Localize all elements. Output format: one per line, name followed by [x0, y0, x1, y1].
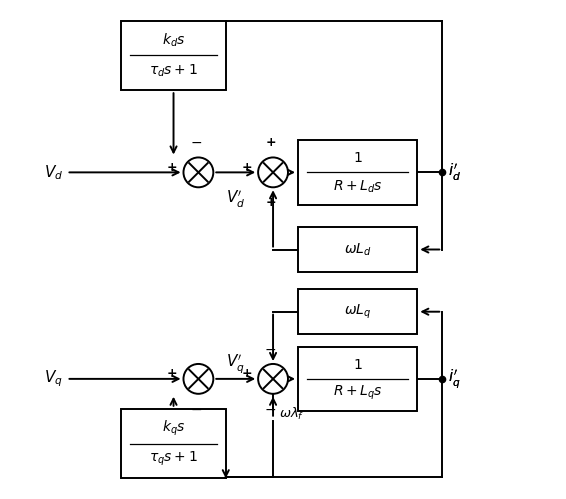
Text: $i_{q}^{\prime}$: $i_{q}^{\prime}$ — [448, 367, 461, 390]
Text: $\omega\lambda_{f}$: $\omega\lambda_{f}$ — [279, 406, 305, 422]
Circle shape — [258, 158, 288, 187]
FancyBboxPatch shape — [298, 346, 417, 411]
Text: $V_{q}^{\prime}$: $V_{q}^{\prime}$ — [226, 352, 245, 375]
Text: $i_{d}^{\prime}$: $i_{d}^{\prime}$ — [448, 162, 461, 183]
Text: $-$: $-$ — [190, 402, 202, 416]
Text: $\omega L_{q}$: $\omega L_{q}$ — [344, 302, 371, 321]
Text: $i_{q}^{\prime}$: $i_{q}^{\prime}$ — [448, 367, 461, 390]
Text: $i_{d}^{\prime}$: $i_{d}^{\prime}$ — [448, 162, 461, 183]
Text: $1$: $1$ — [353, 358, 362, 372]
Text: +: + — [167, 161, 178, 174]
Text: +: + — [167, 367, 178, 380]
FancyBboxPatch shape — [121, 20, 226, 90]
Text: $R+L_{q}s$: $R+L_{q}s$ — [333, 384, 383, 402]
Text: $V_{d}^{\prime}$: $V_{d}^{\prime}$ — [226, 189, 245, 210]
FancyBboxPatch shape — [298, 227, 417, 272]
Text: $1$: $1$ — [353, 151, 362, 165]
Text: $-$: $-$ — [264, 402, 277, 416]
Text: $V_{d}$: $V_{d}$ — [44, 163, 63, 182]
Text: +: + — [265, 196, 276, 209]
Text: $-$: $-$ — [264, 341, 277, 355]
Text: $\omega L_{d}$: $\omega L_{d}$ — [344, 242, 371, 257]
Circle shape — [183, 158, 213, 187]
Text: $\tau_{d}s+1$: $\tau_{d}s+1$ — [149, 62, 198, 79]
Circle shape — [183, 364, 213, 394]
Text: $\tau_{q}s+1$: $\tau_{q}s+1$ — [149, 450, 198, 468]
Text: $R+L_{d}s$: $R+L_{d}s$ — [333, 179, 383, 195]
Text: $-$: $-$ — [190, 135, 202, 149]
FancyBboxPatch shape — [298, 289, 417, 334]
Text: $V_{q}$: $V_{q}$ — [44, 369, 63, 389]
Circle shape — [258, 364, 288, 394]
Text: $k_{d}s$: $k_{d}s$ — [162, 31, 185, 49]
Text: $k_{q}s$: $k_{q}s$ — [162, 419, 185, 438]
Text: +: + — [242, 367, 252, 380]
FancyBboxPatch shape — [121, 409, 226, 479]
FancyBboxPatch shape — [298, 140, 417, 205]
Text: +: + — [242, 161, 252, 174]
Text: +: + — [265, 136, 276, 149]
